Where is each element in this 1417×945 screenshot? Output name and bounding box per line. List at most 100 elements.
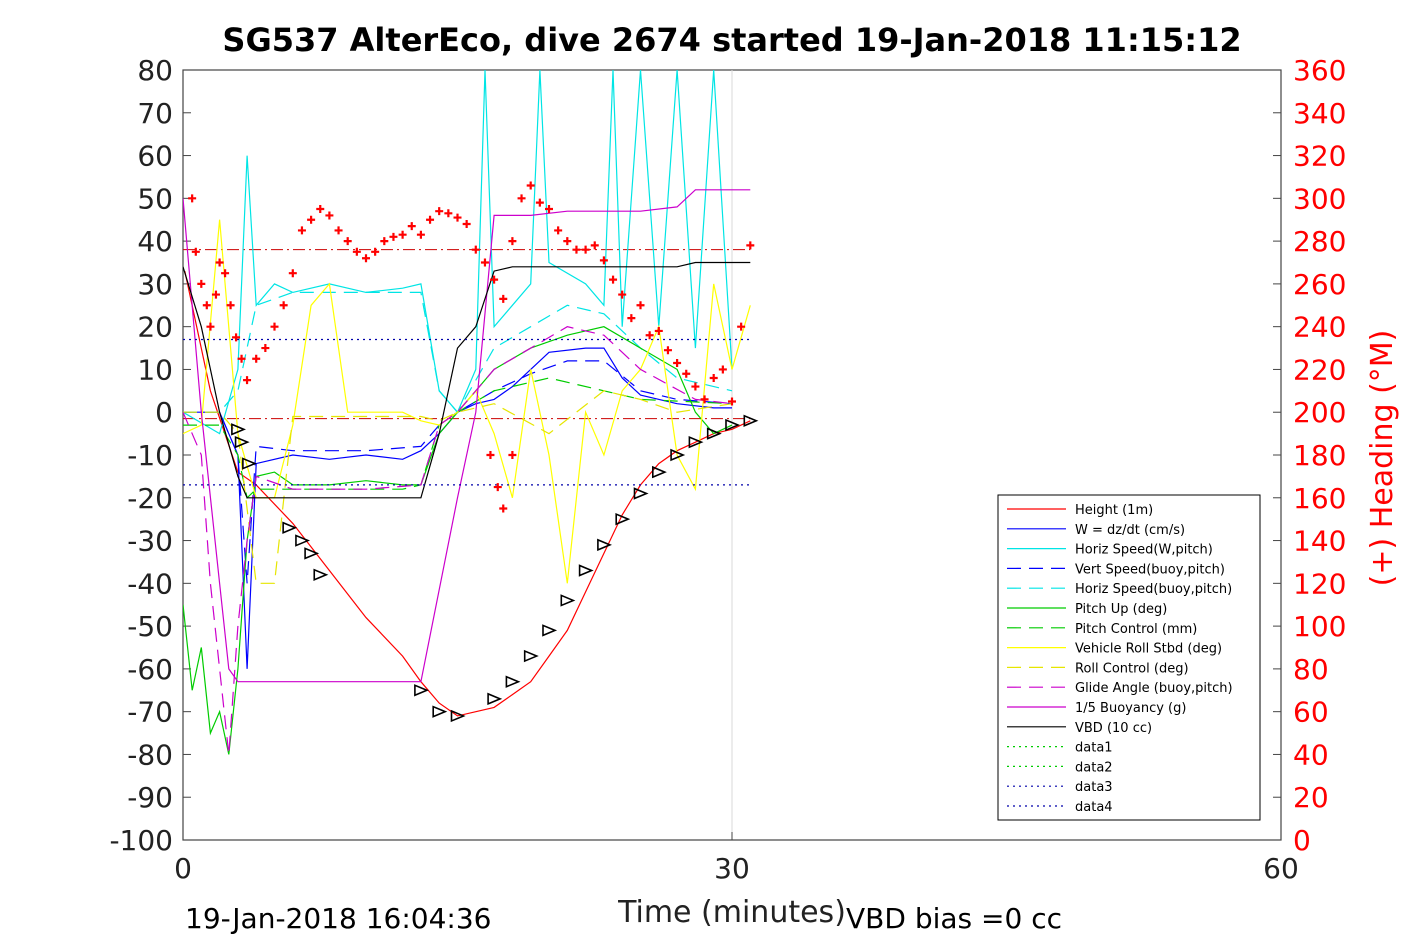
heading-point [471,245,480,254]
right-y-tick-label: 300 [1293,182,1346,215]
chart-title: SG537 AlterEco, dive 2674 started 19-Jan… [222,21,1241,59]
vbd-marker [234,435,250,449]
vbd-marker [743,414,759,427]
y-tick-label: 50 [137,182,173,215]
heading-point [480,258,489,267]
legend-label-10: 1/5 Buoyancy (g) [1075,701,1186,716]
series-line-3 [183,360,733,584]
series-line-5 [183,326,733,755]
heading-point [609,275,618,284]
right-y-tick-label: 20 [1293,781,1329,814]
heading-point [737,322,746,331]
legend-label-6: Pitch Control (mm) [1075,622,1197,637]
legend: Height (1m) W = dz/dt (cm/s) Horiz Speed(W… [997,494,1261,821]
vbd-marker [242,457,257,470]
legend-label-7: Vehicle Roll Stbd (deg) [1075,642,1222,657]
heading-point [237,354,246,363]
legend-label-9: Glide Angle (buoy,pitch) [1075,681,1233,696]
heading-point [407,222,416,231]
vbd-marker [725,418,741,432]
heading-point [279,301,288,310]
y-tick-label: -20 [127,482,173,515]
heading-point [728,397,736,406]
right-y-tick-label: 140 [1293,525,1346,558]
legend-label-11: VBD (10 cc) [1075,721,1152,736]
vbd-marker [505,675,521,688]
right-y-tick-label: 180 [1293,439,1346,472]
x-axis-label: Time (minutes) [617,895,846,930]
heading-point [188,194,197,203]
heading-point [627,314,636,323]
footer-vbd-bias: VBD bias =0 cc [846,902,1062,935]
heading-point [709,374,718,382]
right-y-tick-label: 120 [1293,567,1346,600]
y-tick-label: -50 [127,610,173,643]
heading-point [563,237,572,246]
heading-point [545,205,553,214]
legend-label-12: data1 [1075,741,1113,756]
vbd-marker [706,427,722,440]
y-tick-label: -100 [109,824,173,857]
vbd-marker [652,465,667,479]
series-line-10 [183,189,751,683]
vbd-marker [597,538,612,552]
y-tick-label: 80 [137,54,173,87]
right-y-tick-label: 240 [1293,311,1346,344]
heading-point [380,237,389,246]
heading-point [700,395,709,404]
heading-point [691,382,700,391]
heading-point [554,226,563,235]
heading-point [508,451,517,459]
right-y-tick-label: 200 [1293,396,1346,429]
heading-point [221,269,230,278]
vbd-marker [523,649,539,663]
vbd-marker [432,705,448,718]
heading-point [493,483,502,492]
heading-point [261,344,270,353]
heading-point [599,256,608,265]
right-y-tick-label: 160 [1293,482,1346,515]
heading-point [673,359,682,368]
y-tick-label: 10 [137,353,173,386]
y-tick-label: -10 [127,439,173,472]
heading-point [226,301,235,310]
heading-point [718,365,727,374]
heading-point [453,213,462,222]
right-y-axis-label: (+) Heading (°M) [1365,330,1400,587]
series-line-9 [183,326,733,755]
right-y-tick-label: 80 [1293,653,1329,686]
right-y-tick-label: 260 [1293,268,1346,301]
series-line-4 [183,291,733,414]
marker-layer [188,181,759,723]
vbd-marker [670,448,686,462]
heading-point [297,226,306,235]
right-y-tick-label: 40 [1293,738,1329,771]
heading-point [343,237,352,246]
right-y-tick-label: 0 [1293,824,1311,857]
heading-point [197,279,206,288]
vbd-marker [633,487,649,500]
heading-point [645,331,654,340]
right-y-tick-label: 360 [1293,54,1346,87]
series-layer [183,70,751,755]
right-y-tick-label: 320 [1293,140,1346,173]
x-tick-label: 60 [1263,852,1299,885]
heading-point [206,322,215,331]
heading-point [316,205,325,214]
vbd-marker [578,564,594,577]
legend-label-8: Roll Control (deg) [1075,661,1189,676]
y-tick-label: -70 [127,696,173,729]
y-tick-label: 30 [137,268,173,301]
heading-point [191,247,200,256]
y-tick-label: 20 [137,311,173,344]
heading-point [389,232,398,241]
vbd-marker [282,521,298,534]
y-tick-label: -30 [127,525,173,558]
heading-point [526,181,535,190]
vbd-marker [231,423,246,436]
heading-point [444,209,453,218]
y-tick-label: 70 [137,97,173,130]
heading-point [499,294,508,303]
